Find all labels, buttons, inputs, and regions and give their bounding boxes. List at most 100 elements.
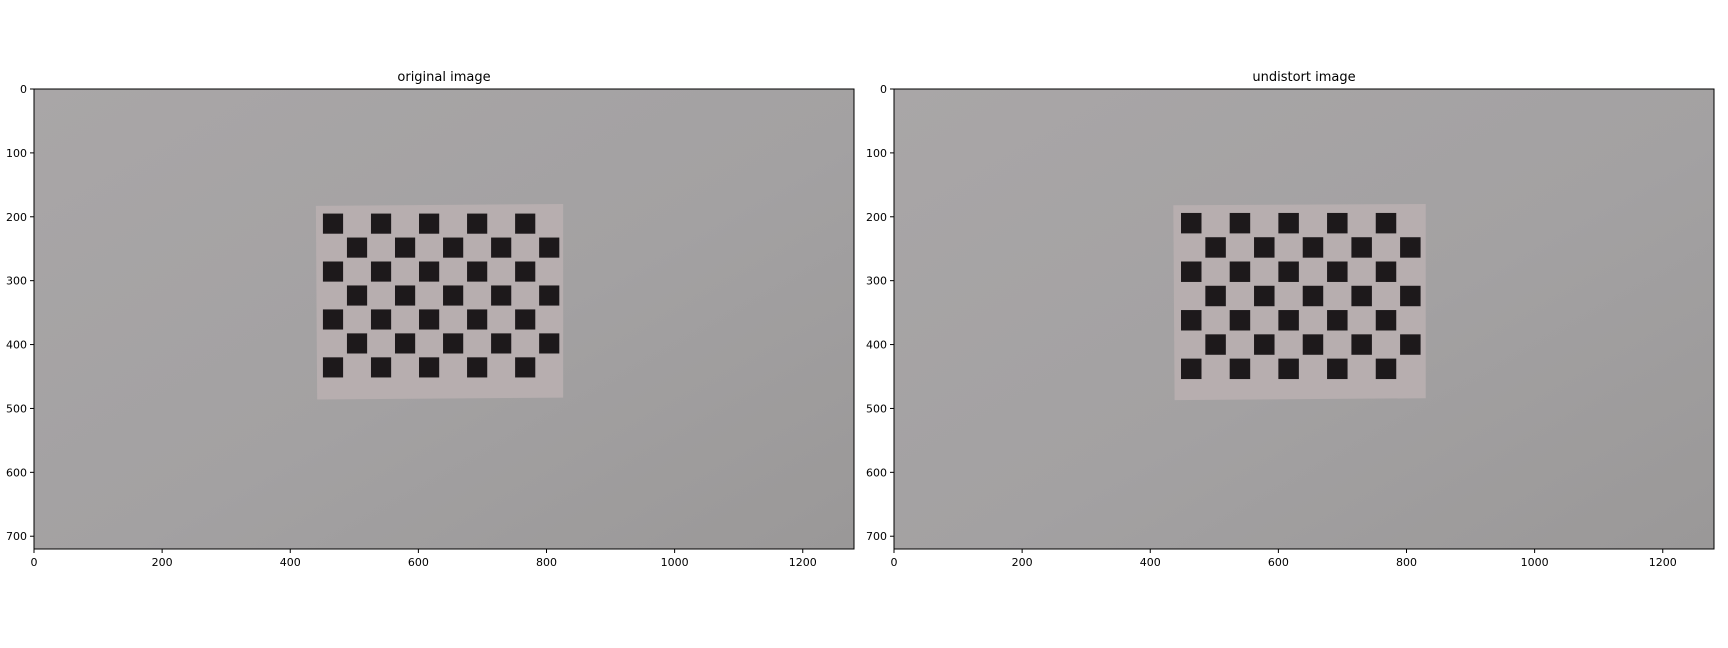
checker-square bbox=[1254, 237, 1275, 258]
checker-square bbox=[1400, 285, 1421, 307]
checker-square bbox=[1351, 285, 1372, 307]
checker-square bbox=[370, 309, 392, 330]
axes-frame bbox=[893, 88, 1715, 550]
checker-square bbox=[539, 285, 560, 306]
checker-square bbox=[394, 285, 416, 306]
x-tick-label: 600 bbox=[408, 556, 429, 569]
undistort-image-panel: undistort image 0 200 400 600 800 1000 1200 0 10… bbox=[864, 0, 1724, 648]
checker-square bbox=[1254, 285, 1275, 307]
checker-square bbox=[346, 237, 368, 258]
checker-square bbox=[1327, 212, 1348, 234]
checker-square bbox=[419, 261, 440, 282]
x-tick-label: 1200 bbox=[1649, 556, 1677, 569]
y-tick-label: 0 bbox=[20, 83, 27, 96]
checker-square bbox=[1375, 261, 1397, 282]
checker-square bbox=[515, 309, 536, 330]
x-tick-label: 0 bbox=[891, 556, 898, 569]
x-tick-label: 400 bbox=[1140, 556, 1161, 569]
checker-square bbox=[1205, 285, 1226, 307]
y-tick-label: 500 bbox=[6, 402, 27, 415]
checker-square bbox=[1181, 212, 1202, 234]
checker-square bbox=[1302, 334, 1324, 355]
axes-frame bbox=[33, 88, 855, 550]
y-tick-label: 400 bbox=[6, 339, 27, 352]
original-image-plot: 0 200 400 600 800 1000 1200 0 100 200 300 400 500 600… bbox=[6, 83, 855, 569]
checker-square bbox=[322, 357, 344, 378]
checker-square bbox=[467, 309, 488, 330]
y-tick-label: 100 bbox=[866, 147, 887, 160]
checker-square bbox=[1327, 261, 1348, 282]
checker-square bbox=[539, 237, 560, 258]
y-tick-label: 700 bbox=[866, 530, 887, 543]
checker-square bbox=[1375, 212, 1397, 234]
checker-square bbox=[443, 285, 464, 306]
checker-square bbox=[1229, 261, 1251, 282]
checker-square bbox=[1400, 334, 1421, 355]
checker-square bbox=[1229, 212, 1251, 234]
checker-square bbox=[370, 261, 392, 282]
x-tick-label: 1000 bbox=[1521, 556, 1549, 569]
y-tick-label: 300 bbox=[866, 275, 887, 288]
y-tick-label: 100 bbox=[6, 147, 27, 160]
checker-square bbox=[539, 333, 560, 354]
checker-square bbox=[1181, 358, 1202, 380]
checker-square bbox=[515, 213, 536, 234]
checker-square bbox=[1351, 334, 1372, 355]
checker-square bbox=[322, 261, 344, 282]
checker-square bbox=[1278, 212, 1299, 234]
y-tick-label: 0 bbox=[880, 83, 887, 96]
x-tick-label: 200 bbox=[152, 556, 173, 569]
checker-square bbox=[1327, 310, 1348, 331]
checker-square bbox=[491, 237, 512, 258]
checker-square bbox=[370, 213, 392, 234]
checker-square bbox=[1302, 237, 1324, 258]
checker-square bbox=[1278, 358, 1299, 380]
panel-title-undistort: undistort image bbox=[1252, 70, 1356, 85]
checker-square bbox=[491, 285, 512, 306]
y-tick-label: 300 bbox=[6, 275, 27, 288]
checker-square bbox=[1181, 310, 1202, 331]
checker-square bbox=[322, 309, 344, 330]
checker-square bbox=[419, 357, 440, 378]
x-tick-label: 600 bbox=[1268, 556, 1289, 569]
checker-square bbox=[1205, 237, 1226, 258]
checker-square bbox=[491, 333, 512, 354]
checker-square bbox=[1254, 334, 1275, 355]
checker-square bbox=[515, 261, 536, 282]
checker-square bbox=[394, 237, 416, 258]
original-image-panel: original image 0 200 400 600 800 1000 1200 0 100… bbox=[0, 0, 860, 648]
x-tick-label: 200 bbox=[1012, 556, 1033, 569]
checker-square bbox=[346, 285, 368, 306]
x-tick-label: 1200 bbox=[789, 556, 817, 569]
x-tick-label: 800 bbox=[1396, 556, 1417, 569]
checker-square bbox=[394, 333, 416, 354]
checkerboard bbox=[322, 213, 560, 378]
checkerboard bbox=[1181, 212, 1421, 380]
x-tick-label: 0 bbox=[31, 556, 38, 569]
checker-square bbox=[467, 261, 488, 282]
checker-square bbox=[467, 357, 488, 378]
checker-square bbox=[443, 333, 464, 354]
x-tick-label: 800 bbox=[536, 556, 557, 569]
checker-square bbox=[1351, 237, 1372, 258]
checker-square bbox=[419, 309, 440, 330]
checker-square bbox=[322, 213, 344, 234]
checker-square bbox=[1229, 358, 1251, 380]
checker-square bbox=[515, 357, 536, 378]
checker-square bbox=[346, 333, 368, 354]
checker-square bbox=[467, 213, 488, 234]
checker-square bbox=[443, 237, 464, 258]
checker-square bbox=[370, 357, 392, 378]
checker-square bbox=[1400, 237, 1421, 258]
y-tick-label: 700 bbox=[6, 530, 27, 543]
y-tick-label: 200 bbox=[866, 211, 887, 224]
checker-square bbox=[1205, 334, 1226, 355]
y-tick-label: 600 bbox=[6, 466, 27, 479]
y-tick-label: 400 bbox=[866, 339, 887, 352]
x-tick-label: 400 bbox=[280, 556, 301, 569]
panel-title-original: original image bbox=[397, 70, 491, 85]
undistort-image-plot: 0 200 400 600 800 1000 1200 0 100 200 300 400 500 600… bbox=[866, 83, 1715, 569]
checker-square bbox=[1278, 261, 1299, 282]
checker-square bbox=[1327, 358, 1348, 380]
y-tick-label: 600 bbox=[866, 466, 887, 479]
